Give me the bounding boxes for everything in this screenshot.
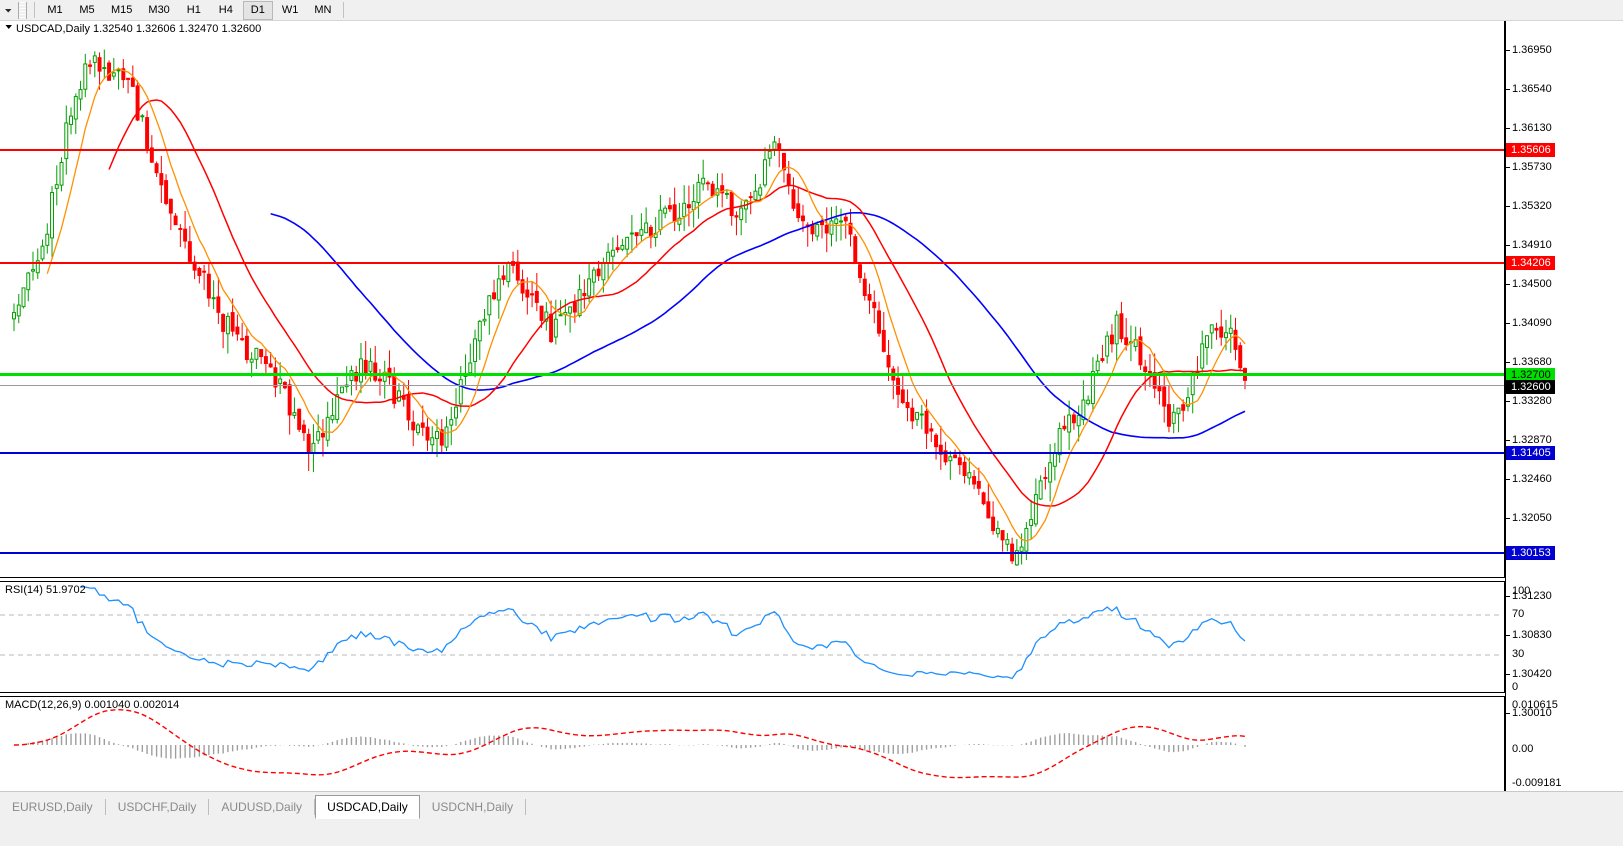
tab-usdchf-daily[interactable]: USDCHF,Daily	[117, 800, 197, 814]
price-tick-label: 1.32460	[1512, 473, 1552, 485]
price-tick-mark	[1506, 362, 1510, 363]
drag-grip-icon[interactable]	[18, 1, 27, 19]
level-badge-134206[interactable]: 1.34206	[1506, 256, 1555, 270]
symbol-tab-bar: EURUSD,Daily USDCHF,Daily AUDUSD,Daily U…	[0, 791, 1623, 846]
macd-plot	[13, 709, 1246, 779]
price-tick-mark	[1506, 479, 1510, 480]
price-tick-label: 1.31230	[1512, 590, 1552, 602]
price-tick-label: 1.33680	[1512, 356, 1552, 368]
price-tick-label: 1.32050	[1512, 512, 1552, 524]
price-tick-label: 1.34090	[1512, 317, 1552, 329]
tab-divider	[104, 799, 106, 815]
price-tick-mark	[1506, 167, 1510, 168]
price-tick-mark	[1506, 284, 1510, 285]
timeframe-h4[interactable]: H4	[218, 4, 233, 16]
price-tick-mark	[1506, 596, 1510, 597]
toolbar-divider-end	[343, 2, 345, 18]
rsi-scale-70: 70	[1512, 608, 1525, 620]
timeframe-h1[interactable]: H1	[186, 4, 201, 16]
chevron-down-icon[interactable]	[0, 0, 16, 20]
price-tick-mark	[1506, 323, 1510, 324]
support-line-130153[interactable]	[0, 552, 1504, 554]
level-badge-132700[interactable]: 1.32700	[1506, 368, 1555, 382]
level-badge-135606[interactable]: 1.35606	[1506, 143, 1555, 157]
macd-label: MACD(12,26,9) 0.001040 0.002014	[5, 699, 180, 711]
rsi-pane[interactable]: RSI(14) 51.9702	[0, 581, 1505, 693]
rsi-scale-0: 0	[1512, 681, 1519, 693]
price-tick-label: 1.36130	[1512, 122, 1552, 134]
price-candles	[12, 49, 1247, 566]
timeframe-m15[interactable]: M15	[111, 4, 133, 16]
symbol-header-text: USDCAD,Daily 1.32540 1.32606 1.32470 1.3…	[16, 23, 262, 35]
price-tick-mark	[1506, 89, 1510, 90]
current-price-line	[0, 385, 1504, 386]
timeframe-d1[interactable]: D1	[242, 0, 273, 20]
level-badge-130153[interactable]: 1.30153	[1506, 546, 1555, 560]
resistance-line-135606[interactable]	[0, 149, 1504, 151]
price-tick-mark	[1506, 401, 1510, 402]
timeframe-m1[interactable]: M1	[47, 4, 63, 16]
level-badge-current-price[interactable]: 1.32600	[1506, 380, 1555, 394]
price-axis[interactable]: 1.36950 1.36540 1.36130 1.35730 1.35320 1.349…	[1505, 21, 1623, 791]
rsi-scale-100: 100	[1512, 585, 1531, 597]
timeframe-w1[interactable]: W1	[281, 4, 299, 16]
timeframe-mn[interactable]: MN	[314, 4, 332, 16]
price-tick-mark	[1506, 713, 1510, 714]
timeframe-toolbar: M1 M5 M15 M30 H1 H4 D1 W1 MN	[0, 0, 1623, 21]
pivot-line-132700[interactable]	[0, 373, 1504, 376]
price-pane[interactable]: USDCAD,Daily 1.32540 1.32606 1.32470 1.3…	[0, 21, 1505, 578]
timeframe-m30[interactable]: M30	[148, 4, 170, 16]
price-tick-mark	[1506, 245, 1510, 246]
chart-area[interactable]: USDCAD,Daily 1.32540 1.32606 1.32470 1.3…	[0, 21, 1623, 812]
price-tick-label: 1.30420	[1512, 668, 1552, 680]
price-tick-mark	[1506, 635, 1510, 636]
price-tick-label: 1.34500	[1512, 278, 1552, 290]
price-tick-label: 1.30010	[1512, 707, 1552, 719]
rsi-plot	[0, 586, 1503, 680]
triangle-down-icon[interactable]	[5, 23, 13, 31]
tab-divider	[314, 799, 316, 815]
timeframe-m5[interactable]: M5	[79, 4, 95, 16]
price-tick-mark	[1506, 128, 1510, 129]
price-tick-label: 1.36950	[1512, 44, 1552, 56]
tab-eurusd-daily[interactable]: EURUSD,Daily	[12, 800, 93, 814]
price-tick-label: 1.36540	[1512, 83, 1552, 95]
level-badge-131405[interactable]: 1.31405	[1506, 446, 1555, 460]
resistance-line-134206[interactable]	[0, 262, 1504, 264]
price-tick-label: 1.35320	[1512, 200, 1552, 212]
price-tick-mark	[1506, 518, 1510, 519]
price-tick-mark	[1506, 206, 1510, 207]
macd-scale-bottom: -0.009181	[1512, 777, 1562, 789]
rsi-label: RSI(14) 51.9702	[5, 584, 86, 596]
rsi-scale-30: 30	[1512, 648, 1525, 660]
tab-divider	[525, 799, 527, 815]
tab-usdcad-daily[interactable]: USDCAD,Daily	[315, 795, 420, 819]
macd-pane[interactable]: MACD(12,26,9) 0.001040 0.002014	[0, 696, 1505, 791]
price-tick-label: 1.34910	[1512, 239, 1552, 251]
support-line-131405[interactable]	[0, 452, 1504, 454]
price-tick-label: 1.33280	[1512, 395, 1552, 407]
macd-scale-top: 0.010615	[1512, 699, 1558, 711]
price-tick-label: 1.30830	[1512, 629, 1552, 641]
price-tick-label: 1.32870	[1512, 434, 1552, 446]
macd-scale-mid: 0.00	[1512, 743, 1534, 755]
tab-usdcnh-daily[interactable]: USDCNH,Daily	[431, 800, 514, 814]
price-tick-mark	[1506, 50, 1510, 51]
price-tick-mark	[1506, 440, 1510, 441]
toolbar-divider	[34, 2, 35, 18]
tab-divider	[208, 799, 210, 815]
symbol-header: USDCAD,Daily 1.32540 1.32606 1.32470 1.3…	[5, 23, 261, 35]
price-tick-mark	[1506, 674, 1510, 675]
tab-audusd-daily[interactable]: AUDUSD,Daily	[221, 800, 303, 814]
price-tick-label: 1.35730	[1512, 161, 1552, 173]
